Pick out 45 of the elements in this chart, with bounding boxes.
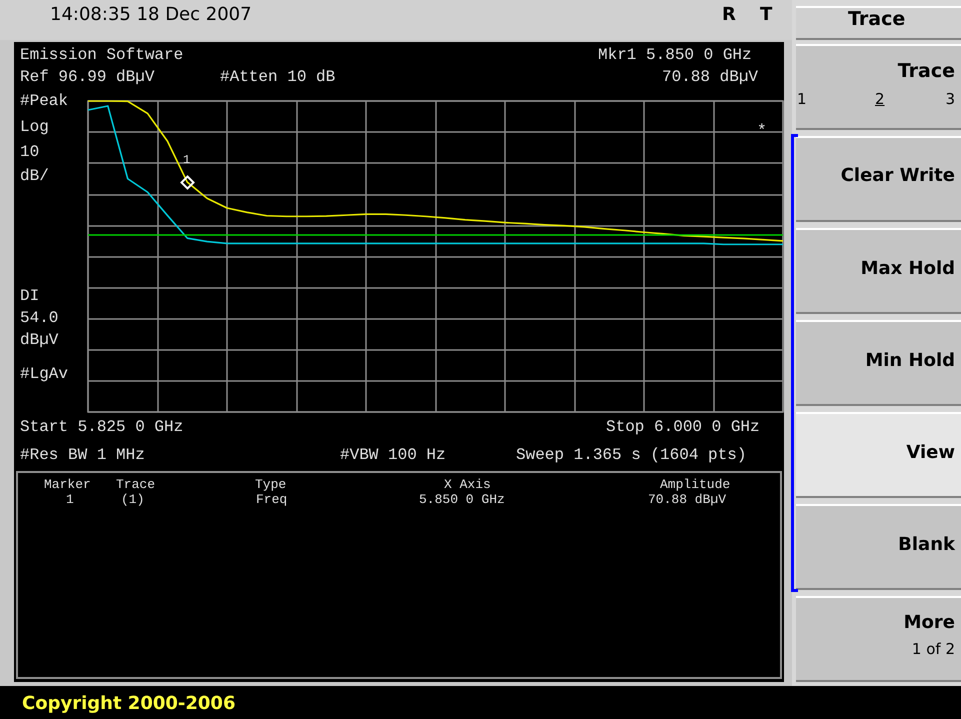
text: (1) [121, 492, 144, 507]
text: Log [20, 118, 49, 136]
text: 5.850 0 GHz [419, 492, 505, 507]
text: Emission Software [20, 46, 184, 64]
text: DI [20, 287, 40, 305]
text: #LgAv [20, 365, 68, 383]
text: Trace [116, 477, 156, 492]
text: Marker [44, 477, 91, 492]
text: 70.88 dBµV [662, 68, 758, 86]
text: Ref 96.99 dBµV [20, 68, 154, 86]
text: 54.0 [20, 309, 58, 327]
text: Clear Write [840, 165, 955, 186]
text: dB/ [20, 167, 49, 185]
text: #Atten 10 dB [220, 68, 336, 86]
text: T [760, 4, 772, 25]
text: Sweep 1.365 s (1604 pts) [516, 446, 746, 464]
text: 1 [66, 492, 74, 507]
text: 14:08:35 18 Dec 2007 [50, 4, 252, 25]
text: dBµV [20, 331, 58, 349]
text: Min Hold [865, 350, 955, 371]
text: Blank [898, 534, 955, 555]
text: 1 of 2 [912, 640, 955, 658]
annotation: * [757, 122, 767, 140]
text: 3 [945, 90, 955, 108]
text: R [722, 4, 736, 25]
text: Type [255, 477, 286, 492]
text: Freq [256, 492, 288, 507]
text: Max Hold [860, 258, 955, 279]
text: Mkr1 5.850 0 GHz [598, 46, 752, 64]
text: Copyright 2000-2006 [22, 693, 236, 714]
text: 2 [875, 90, 885, 108]
text: 1 [797, 90, 807, 108]
text: #Peak [20, 92, 68, 110]
text: 10 [20, 143, 40, 161]
text: View [906, 442, 955, 463]
text: Stop 6.000 0 GHz [606, 418, 760, 436]
text: #VBW 100 Hz [340, 446, 446, 464]
text: X Axis [444, 477, 491, 492]
text: Trace [848, 8, 906, 30]
text: Start 5.825 0 GHz [20, 418, 184, 436]
text: Trace [898, 60, 955, 82]
text: Amplitude [660, 477, 730, 492]
text: More [904, 612, 955, 633]
text: 70.88 dBµV [648, 492, 726, 507]
text: #Res BW 1 MHz [20, 446, 145, 464]
